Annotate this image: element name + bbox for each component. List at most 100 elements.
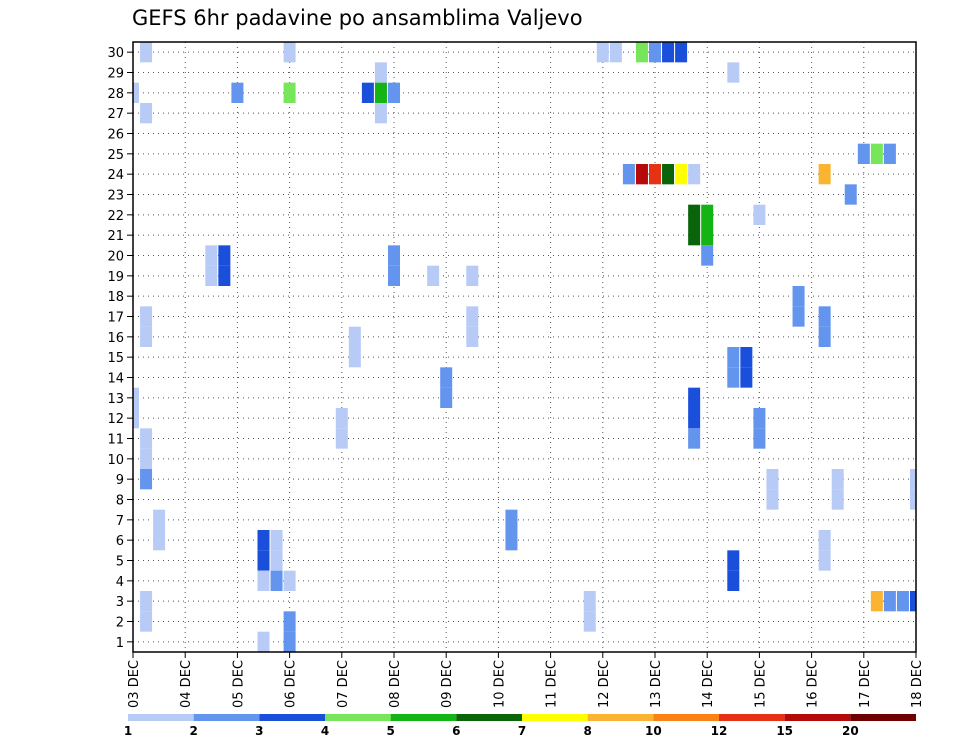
y-tick-label: 20	[107, 250, 124, 265]
heatmap-cell	[283, 570, 296, 591]
heatmap-cell	[688, 387, 701, 408]
heatmap-cell	[257, 550, 270, 571]
heatmap-cell	[883, 591, 896, 612]
y-tick-label: 18	[107, 290, 124, 305]
heatmap-cell	[374, 82, 387, 103]
x-tick-label: 18 DEC	[910, 660, 925, 708]
heatmap-cell	[140, 591, 153, 612]
y-tick-label: 17	[107, 311, 124, 326]
x-tick-label: 07 DEC	[336, 660, 351, 708]
y-tick-label: 15	[107, 351, 124, 366]
heatmap-cell	[270, 530, 283, 551]
x-tick-label: 09 DEC	[440, 660, 455, 708]
heatmap-cell	[648, 42, 662, 63]
heatmap-cell	[688, 164, 701, 185]
y-tick-label: 4	[116, 575, 124, 590]
heatmap-cell	[583, 591, 596, 612]
colorbar-label: 6	[452, 724, 460, 738]
heatmap-cell	[857, 143, 870, 164]
heatmap-cell	[818, 164, 831, 185]
y-tick-label: 27	[107, 107, 124, 122]
heatmap-cell	[257, 570, 270, 591]
heatmap-cell	[818, 306, 831, 327]
heatmap-cell	[140, 448, 153, 469]
y-tick-label: 12	[107, 412, 124, 427]
y-tick-label: 3	[116, 595, 124, 610]
x-tick-label: 16 DEC	[806, 660, 821, 708]
heatmap-cell	[374, 62, 387, 83]
heatmap-cell	[766, 489, 779, 510]
heatmap-cell	[466, 306, 479, 327]
heatmap-cell	[140, 469, 153, 490]
y-tick-label: 24	[107, 168, 124, 183]
x-tick-label: 06 DEC	[284, 660, 299, 708]
heatmap-cell	[688, 408, 701, 429]
x-tick-label: 10 DEC	[492, 660, 507, 708]
y-tick-label: 22	[107, 209, 124, 224]
heatmap-cell	[753, 408, 766, 429]
colorbar-swatch	[653, 714, 719, 721]
heatmap-cell	[727, 570, 740, 591]
colorbar-swatch	[850, 714, 916, 721]
heatmap-cell	[818, 326, 831, 347]
heatmap-cell	[231, 82, 244, 103]
heatmap-cell	[596, 42, 609, 63]
heatmap-cell	[283, 631, 296, 652]
heatmap-cell	[740, 367, 753, 388]
x-tick-label: 03 DEC	[127, 660, 142, 708]
heatmap-cell	[387, 265, 401, 286]
y-axis: 1234567891011121314151617181920212223242…	[107, 46, 133, 651]
heatmap-cell	[505, 509, 518, 530]
heatmap-cell	[140, 611, 153, 632]
heatmap-cell	[648, 164, 662, 185]
heatmap-cell	[205, 265, 218, 286]
heatmap-cell	[335, 408, 348, 429]
heatmap-cell	[505, 530, 518, 551]
heatmap-cell	[348, 326, 361, 347]
heatmap-cell	[140, 326, 153, 347]
colorbar-label: 20	[842, 724, 859, 738]
heatmap-cell	[896, 591, 909, 612]
gridlines	[132, 42, 917, 652]
heatmap-cell	[387, 245, 401, 266]
heatmap-cell	[440, 367, 453, 388]
heatmap-cell	[753, 428, 766, 449]
heatmap-cell	[140, 306, 153, 327]
colorbar-swatch	[128, 714, 194, 721]
heatmap-cell	[753, 204, 766, 225]
colorbar-label: 10	[645, 724, 662, 738]
colorbar-swatch	[522, 714, 588, 721]
plot-frame	[132, 41, 917, 653]
heatmap-cell	[361, 82, 374, 103]
x-tick-label: 13 DEC	[649, 660, 664, 708]
heatmap-cell	[218, 265, 231, 286]
colorbar-label: 8	[583, 724, 591, 738]
heatmap-cell	[335, 428, 348, 449]
heatmap-cell	[205, 245, 218, 266]
colorbar: 1 2 3 4 5 6 7 8 10 12 15 20	[124, 714, 916, 738]
y-tick-label: 16	[107, 331, 124, 346]
heatmap-cell	[688, 204, 701, 225]
heatmap-cell	[153, 509, 166, 530]
heatmap-cell	[270, 570, 283, 591]
heatmap-cell	[701, 245, 714, 266]
heatmap-cell	[701, 225, 714, 246]
heatmap-cell	[622, 164, 635, 185]
heatmap-cell	[909, 469, 916, 490]
heatmap-cell	[740, 347, 753, 368]
heatmap-cell	[374, 103, 387, 124]
x-axis: 03 DEC 04 DEC 05 DEC 06 DEC 07 DEC 08 DEC 09 D…	[127, 652, 925, 708]
chart-title: GEFS 6hr padavine po ansamblima Valjevo	[132, 6, 583, 30]
heatmap-cell	[701, 204, 714, 225]
colorbar-swatch	[325, 714, 391, 721]
heatmap-cell	[133, 408, 140, 429]
heatmap-cell	[831, 489, 844, 510]
heatmap-cell	[727, 550, 740, 571]
heatmap-cell	[662, 42, 675, 63]
heatmap-cell	[609, 42, 622, 63]
heatmap-cell	[635, 164, 648, 185]
heatmap-cell	[583, 611, 596, 632]
y-tick-label: 6	[116, 534, 124, 549]
heatmap-cell	[909, 489, 916, 510]
heatmap-cell	[387, 82, 401, 103]
